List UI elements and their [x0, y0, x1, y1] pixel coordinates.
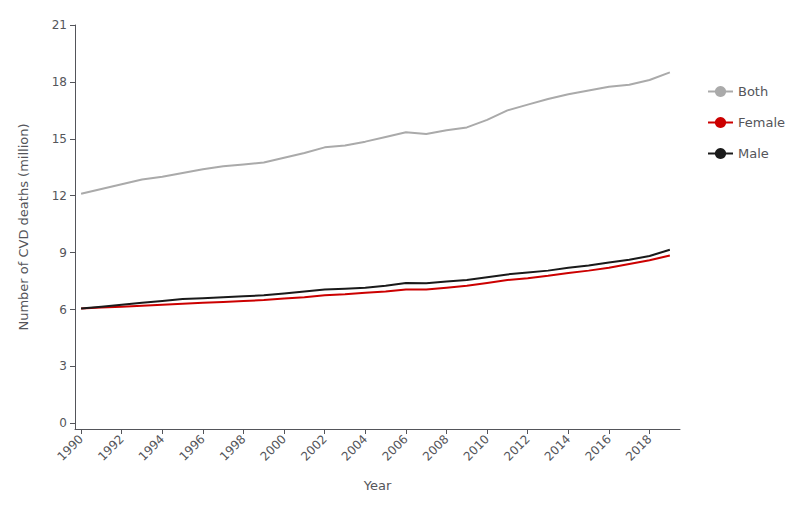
svg-text:Female: Female: [738, 115, 785, 130]
svg-text:Male: Male: [738, 146, 769, 161]
svg-text:6: 6: [59, 303, 67, 317]
svg-text:2018: 2018: [623, 432, 654, 463]
svg-text:3: 3: [59, 359, 67, 373]
svg-text:9: 9: [59, 246, 67, 260]
svg-text:1992: 1992: [95, 432, 126, 463]
svg-text:12: 12: [52, 189, 67, 203]
svg-text:1990: 1990: [55, 432, 86, 463]
svg-text:1996: 1996: [176, 432, 207, 463]
svg-text:Number of CVD deaths (million): Number of CVD deaths (million): [16, 123, 31, 330]
svg-text:2004: 2004: [339, 432, 370, 463]
svg-text:2008: 2008: [420, 432, 451, 463]
svg-text:2010: 2010: [461, 432, 492, 463]
svg-text:2016: 2016: [582, 432, 613, 463]
svg-text:1998: 1998: [217, 432, 248, 463]
svg-text:0: 0: [59, 416, 67, 430]
svg-text:2012: 2012: [501, 432, 532, 463]
svg-text:18: 18: [52, 75, 67, 89]
svg-text:21: 21: [52, 18, 67, 32]
svg-text:2002: 2002: [298, 432, 329, 463]
svg-text:1994: 1994: [136, 432, 167, 463]
svg-text:2006: 2006: [379, 432, 410, 463]
svg-text:Year: Year: [363, 478, 392, 493]
svg-text:2000: 2000: [258, 432, 289, 463]
svg-text:15: 15: [52, 132, 67, 146]
svg-text:Both: Both: [738, 84, 768, 99]
svg-text:2014: 2014: [542, 432, 573, 463]
